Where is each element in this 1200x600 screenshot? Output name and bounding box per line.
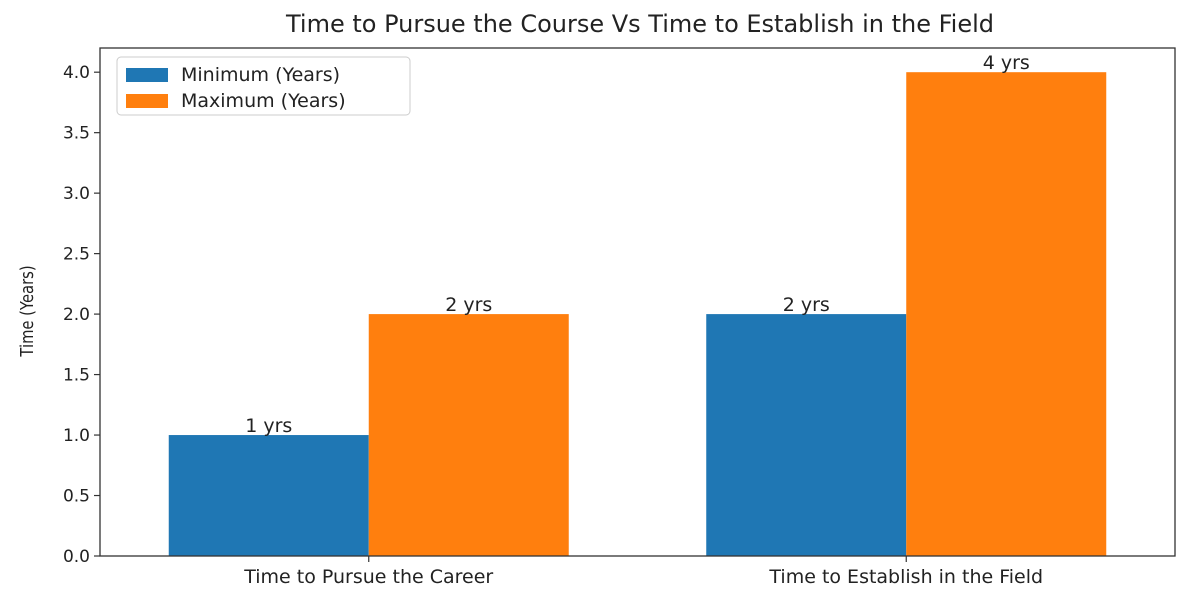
bar-value-label: 4 yrs xyxy=(983,52,1030,74)
y-tick-label: 1.5 xyxy=(63,366,90,386)
y-axis-label: Time (Years) xyxy=(17,265,38,357)
plot-area: 0.0 0.5 1.0 1.5 2.0 2.5 3.0 3.5 4.0 1 yrs 2 yrs Tim… xyxy=(63,52,1107,588)
plot-frame xyxy=(99,47,1176,557)
x-tick-label: Time to Pursue the Career xyxy=(243,566,493,588)
legend-entry: Minimum (Years) xyxy=(181,64,340,86)
legend-swatch xyxy=(126,68,168,82)
bar-maximum xyxy=(906,72,1107,556)
legend-entry: Maximum (Years) xyxy=(181,90,346,112)
legend-box xyxy=(116,56,411,116)
bar-value-label: 2 yrs xyxy=(783,294,830,316)
bar-minimum xyxy=(168,435,369,556)
y-tick-label: 2.5 xyxy=(63,245,90,265)
x-tick-label: Time to Establish in the Field xyxy=(768,566,1043,588)
legend: Minimum (Years) Maximum (Years) xyxy=(116,56,411,116)
bar-maximum xyxy=(368,314,569,556)
y-tick-label: 3.5 xyxy=(63,124,90,144)
y-tick-label: 4.0 xyxy=(63,63,90,83)
y-tick-label: 1.0 xyxy=(63,426,90,446)
bar-value-label: 1 yrs xyxy=(245,415,292,437)
bar-value-label: 2 yrs xyxy=(445,294,492,316)
y-tick-label: 3.0 xyxy=(63,184,90,204)
bar-minimum xyxy=(706,314,907,556)
chart-title: Time to Pursue the Course Vs Time to Est… xyxy=(285,10,994,38)
y-tick-label: 2.0 xyxy=(63,305,90,325)
y-tick-label: 0.5 xyxy=(63,487,90,507)
legend-swatch xyxy=(126,94,168,108)
y-tick-label: 0.0 xyxy=(63,547,90,567)
